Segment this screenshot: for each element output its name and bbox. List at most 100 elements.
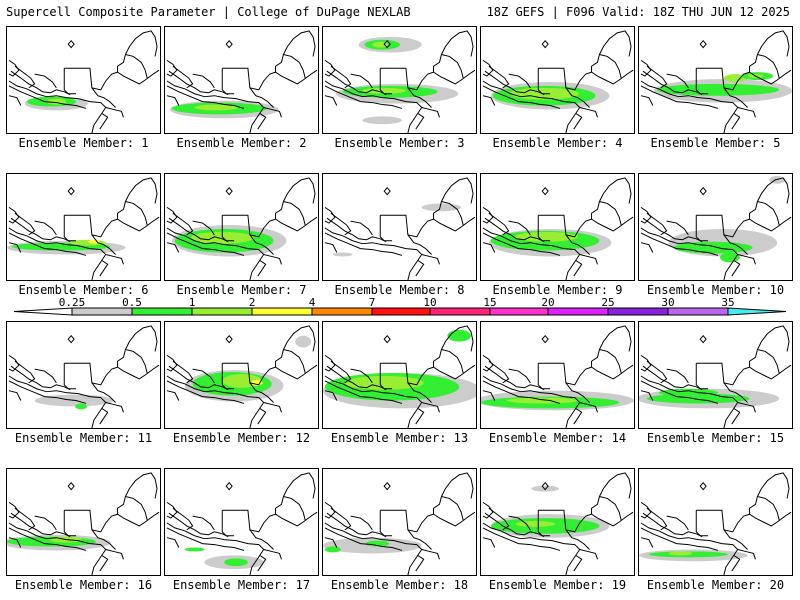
- coastline-border-outline: [8, 177, 160, 280]
- colorbar-tick-label: 4: [309, 296, 316, 309]
- coastline-border-outline: [482, 472, 634, 575]
- coastline-border-outline: [640, 472, 792, 575]
- scp-contour-fill: [719, 252, 740, 263]
- scp-contour-map: [166, 472, 318, 575]
- location-marker-icon: [541, 39, 549, 49]
- colorbar-tick-label: 20: [541, 296, 554, 309]
- scp-contour-fill: [656, 83, 780, 96]
- scp-contour-map: [639, 472, 792, 575]
- colorbar-tick-label: 30: [661, 296, 674, 309]
- ensemble-panel-14: Ensemble Member: 14: [480, 321, 635, 449]
- colorbar-low-arrow: [13, 307, 73, 316]
- ensemble-panel-19: Ensemble Member: 19: [480, 468, 635, 596]
- coastline-border-outline: [166, 325, 318, 428]
- coastline-border-outline: [324, 177, 476, 280]
- colorbar-tick-label: 2: [249, 296, 256, 309]
- location-marker-icon: [383, 481, 391, 491]
- location-marker-icon: [225, 39, 233, 49]
- coastline-border-outline: [324, 472, 476, 575]
- location-marker-icon: [541, 334, 549, 344]
- scp-shading: [335, 36, 459, 125]
- scp-contour-fill: [365, 540, 390, 547]
- scp-contour-map: [324, 30, 476, 133]
- scp-map: [164, 468, 319, 576]
- scp-contour-map: [481, 325, 634, 428]
- scp-shading: [639, 549, 748, 562]
- colorbar-segment: [311, 307, 373, 316]
- coastline-border-outline: [640, 177, 792, 280]
- coastline-border-outline: [482, 325, 634, 428]
- location-marker-icon: [225, 334, 233, 344]
- scp-shading: [332, 203, 462, 257]
- ensemble-panel-1: Ensemble Member: 1: [6, 26, 161, 154]
- scp-contour-fill: [75, 403, 87, 410]
- coastline-border-outline: [8, 325, 160, 428]
- scp-map: [164, 173, 319, 281]
- scp-contour-fill: [332, 252, 353, 257]
- scp-contour-fill: [224, 558, 248, 567]
- colorbar-tick-label: 1: [189, 296, 196, 309]
- coastline-border-outline: [324, 325, 476, 428]
- ensemble-panel-20: Ensemble Member: 20: [638, 468, 793, 596]
- colorbar-tick-label: 35: [721, 296, 734, 309]
- colorbar-tick-label: 0.5: [122, 296, 142, 309]
- location-marker-icon: [383, 186, 391, 196]
- scp-contour-fill: [646, 393, 750, 404]
- scp-map: [638, 468, 793, 576]
- colorbar-tick-label: 15: [483, 296, 496, 309]
- location-marker-icon: [67, 186, 75, 196]
- scp-map: [6, 173, 161, 281]
- coastline-border-outline: [166, 177, 318, 280]
- ensemble-member-label: Ensemble Member: 10: [646, 283, 785, 297]
- colorbar-high-arrow: [727, 307, 787, 316]
- scp-contour-map: [8, 325, 160, 428]
- page-title: Supercell Composite Parameter | College …: [6, 5, 411, 19]
- ensemble-member-label: Ensemble Member: 7: [176, 283, 307, 297]
- location-marker-icon: [67, 481, 75, 491]
- scp-contour-map: [166, 30, 318, 133]
- coastline-border-outline: [166, 30, 318, 133]
- colorbar-segment: [667, 307, 729, 316]
- ensemble-member-label: Ensemble Member: 16: [14, 578, 153, 592]
- scp-contour-fill: [362, 87, 406, 94]
- colorbar-segment: [607, 307, 669, 316]
- scp-contour-map: [324, 177, 476, 280]
- scp-shading: [490, 81, 610, 110]
- location-marker-icon: [541, 186, 549, 196]
- scp-map: [638, 173, 793, 281]
- ensemble-member-label: Ensemble Member: 20: [646, 578, 785, 592]
- scp-map: [638, 321, 793, 429]
- scp-map: [322, 26, 477, 134]
- ensemble-panel-16: Ensemble Member: 16: [6, 468, 161, 596]
- location-marker-icon: [699, 481, 707, 491]
- colorbar-tick-label: 10: [423, 296, 436, 309]
- scp-contour-fill: [324, 546, 341, 553]
- scp-contour-map: [640, 175, 792, 280]
- scp-map: [480, 173, 635, 281]
- scp-contour-map: [7, 472, 160, 575]
- location-marker-icon: [383, 39, 391, 49]
- ensemble-member-label: Ensemble Member: 1: [18, 136, 149, 150]
- scp-shading: [184, 335, 312, 402]
- scp-map: [638, 26, 793, 134]
- colorbar-legend: 0.25 0.5 1 2 4 7 10 15 20 25 30 35: [13, 296, 787, 316]
- colorbar-segment: [251, 307, 313, 316]
- colorbar-tick-label: 25: [601, 296, 614, 309]
- coastline-border-outline: [8, 472, 160, 575]
- coastline-border-outline: [640, 325, 792, 428]
- colorbar-segment: [191, 307, 253, 316]
- scp-shading: [169, 100, 279, 119]
- scp-map: [6, 26, 161, 134]
- location-marker-icon: [225, 481, 233, 491]
- colorbar-segment: [489, 307, 549, 316]
- scp-map: [480, 468, 635, 576]
- coastline-border-outline: [640, 30, 792, 133]
- ensemble-member-label: Ensemble Member: 17: [172, 578, 311, 592]
- run-valid-time: 18Z GEFS | F096 Valid: 18Z THU JUN 12 20…: [486, 5, 790, 19]
- scp-contour-fill: [531, 485, 559, 492]
- ensemble-panel-18: Ensemble Member: 18: [322, 468, 477, 596]
- scp-shading: [184, 547, 264, 570]
- ensemble-panel-5: Ensemble Member: 5: [638, 26, 793, 154]
- ensemble-panel-7: Ensemble Member: 7: [164, 173, 319, 301]
- ensemble-member-label: Ensemble Member: 3: [334, 136, 465, 150]
